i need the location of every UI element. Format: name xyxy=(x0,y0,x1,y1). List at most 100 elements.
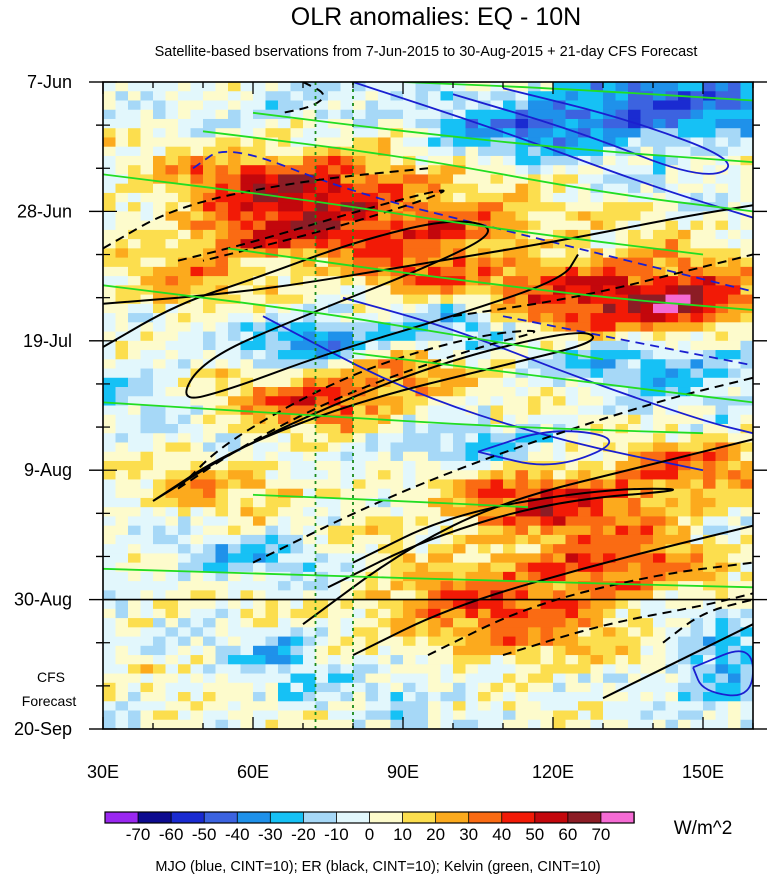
heat-cell xyxy=(465,118,479,129)
heat-cell xyxy=(253,359,267,370)
heat-cell xyxy=(678,479,692,490)
heat-cell xyxy=(115,146,129,157)
heat-cell xyxy=(390,313,404,323)
heat-cell xyxy=(115,294,129,305)
heat-cell xyxy=(415,451,429,462)
heat-cell xyxy=(128,636,142,647)
heat-cell xyxy=(578,257,592,268)
heat-cell xyxy=(190,359,204,370)
heat-cell xyxy=(165,340,179,351)
heat-cell xyxy=(478,340,492,351)
heat-cell xyxy=(465,340,479,351)
heat-cell xyxy=(340,322,354,333)
heat-cell xyxy=(165,257,179,268)
heat-cell xyxy=(328,266,342,277)
heat-cell xyxy=(115,710,129,721)
plot-frame xyxy=(102,81,754,730)
heat-cell xyxy=(590,534,604,545)
heat-cell xyxy=(490,664,504,675)
heat-cell xyxy=(290,682,304,693)
heat-cell xyxy=(203,266,217,277)
heat-cell xyxy=(265,655,279,665)
heat-cell xyxy=(240,340,254,351)
heat-cell xyxy=(678,174,692,185)
heat-cell xyxy=(253,294,267,305)
heat-cell xyxy=(465,608,479,619)
heat-cell xyxy=(565,433,579,444)
heat-cell xyxy=(453,507,467,518)
heat-cell xyxy=(478,303,492,314)
heat-cell xyxy=(628,229,642,240)
heat-cell xyxy=(628,387,642,397)
heat-cell xyxy=(553,516,567,527)
heat-cell xyxy=(128,220,142,231)
heat-cell xyxy=(678,183,692,194)
heat-cell xyxy=(740,174,753,185)
heat-cell xyxy=(628,322,642,333)
heat-cell xyxy=(690,590,704,601)
heat-cell xyxy=(553,655,567,665)
heat-cell xyxy=(453,155,467,166)
heat-cell xyxy=(390,276,404,286)
heat-cell xyxy=(303,655,317,665)
heat-cell xyxy=(465,266,479,277)
heat-cell xyxy=(540,414,554,425)
heat-cell xyxy=(415,655,429,665)
heat-cell xyxy=(203,627,217,638)
heat-cell xyxy=(465,571,479,582)
heat-cell xyxy=(140,118,154,129)
heat-cell xyxy=(615,701,629,712)
heat-cell xyxy=(490,553,504,564)
heat-cell xyxy=(440,340,454,351)
heat-cell xyxy=(190,507,204,518)
heat-cell xyxy=(178,229,192,240)
heat-cell xyxy=(440,442,454,453)
heat-cell xyxy=(628,405,642,416)
heat-cell xyxy=(140,340,154,351)
heat-cell xyxy=(203,553,217,564)
heat-cell xyxy=(378,165,392,176)
heat-cell xyxy=(440,507,454,518)
heat-cell xyxy=(678,516,692,527)
heat-cell xyxy=(703,710,717,721)
heat-cell xyxy=(128,396,142,407)
heat-cell xyxy=(615,248,629,259)
heat-cell xyxy=(615,479,629,490)
heat-cell xyxy=(265,91,279,102)
heat-cell xyxy=(478,229,492,240)
heat-cell xyxy=(678,636,692,647)
heat-cell xyxy=(578,82,592,92)
heat-cell xyxy=(403,655,417,665)
heat-cell xyxy=(415,423,429,434)
heat-cell xyxy=(153,405,167,416)
heat-cell xyxy=(528,359,542,370)
heat-cell xyxy=(553,719,567,729)
heat-cell xyxy=(353,618,367,628)
heat-cell xyxy=(390,636,404,647)
heat-cell xyxy=(128,627,142,638)
y-tick-label: 19-Jul xyxy=(23,331,72,351)
colorbar-swatch xyxy=(302,811,338,824)
heat-cell xyxy=(428,174,442,185)
heat-cell xyxy=(328,534,342,545)
heat-cell xyxy=(228,664,242,675)
heat-cell xyxy=(453,460,467,471)
heat-cell xyxy=(503,368,517,379)
heat-cell xyxy=(415,303,429,314)
heat-cell xyxy=(378,137,392,148)
heat-cell xyxy=(553,442,567,453)
heat-cell xyxy=(240,470,254,481)
reference-longitudes xyxy=(314,82,354,729)
heat-cell xyxy=(203,719,217,729)
heat-cell xyxy=(703,202,717,212)
heat-cell xyxy=(540,239,554,249)
heat-cell xyxy=(690,571,704,582)
heat-cell xyxy=(278,544,292,554)
heat-cell xyxy=(740,645,753,656)
heat-cell xyxy=(378,322,392,333)
heat-cell xyxy=(128,682,142,693)
heat-cell xyxy=(240,257,254,268)
heat-cell xyxy=(715,229,729,240)
heat-cell xyxy=(215,516,229,527)
heat-cell xyxy=(390,673,404,684)
